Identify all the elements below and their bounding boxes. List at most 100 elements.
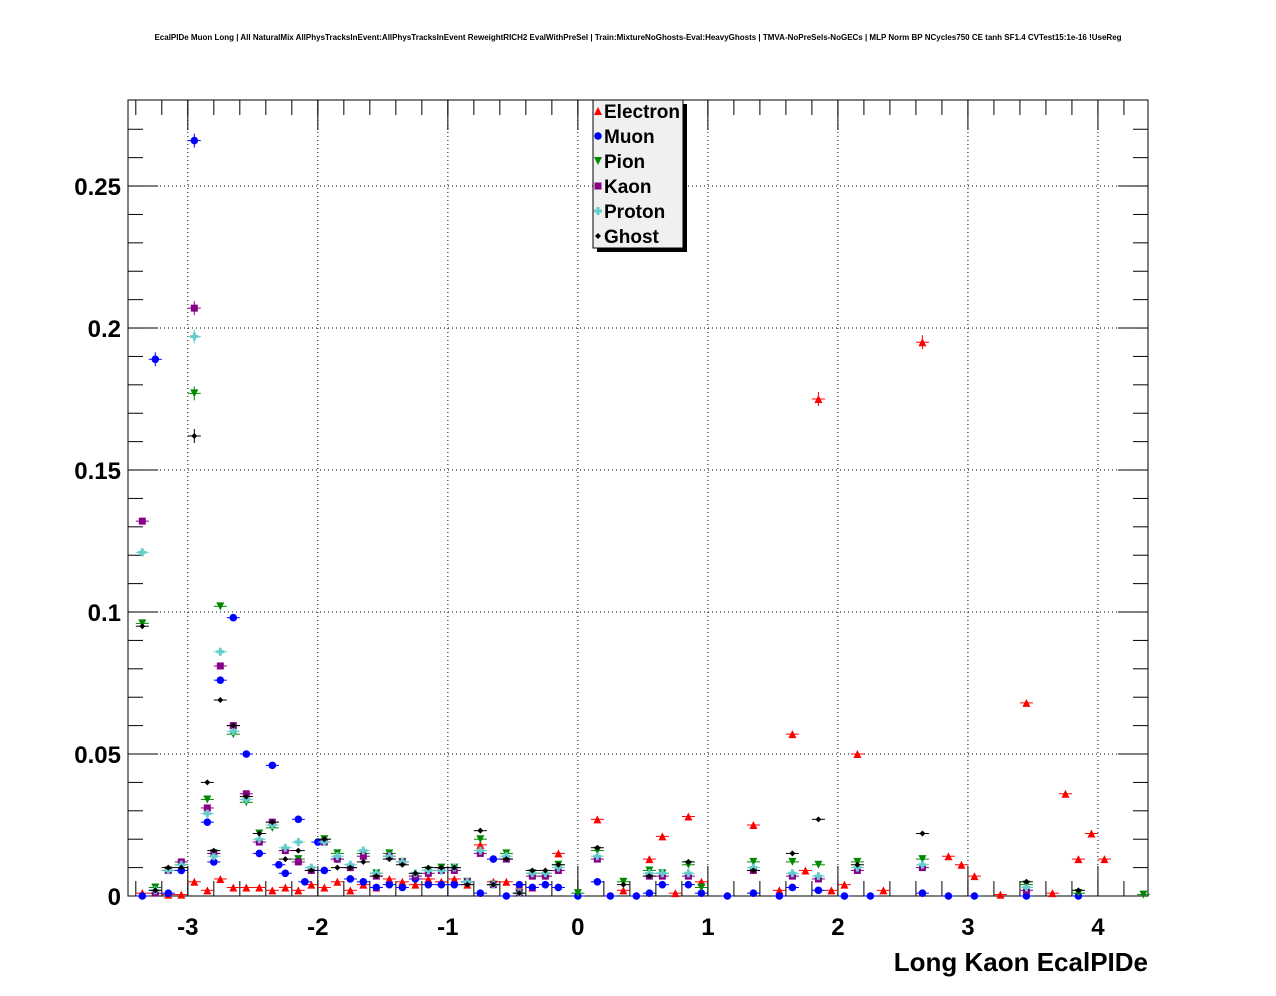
data-point-muon — [385, 880, 394, 889]
data-point-electron — [957, 860, 966, 869]
series-kaon — [135, 301, 1033, 897]
data-point-electron — [944, 852, 953, 861]
data-point-muon — [840, 892, 849, 900]
legend-label-proton: Proton — [604, 202, 665, 223]
data-point-muon — [275, 860, 283, 869]
data-point-electron — [879, 886, 888, 895]
data-point-ghost — [1075, 887, 1082, 894]
legend-marker-muon — [594, 132, 602, 140]
data-point-muon — [268, 761, 277, 770]
data-point-electron — [1100, 855, 1109, 864]
data-point-muon — [372, 883, 381, 892]
data-point-kaon — [294, 858, 302, 866]
data-point-electron — [307, 880, 316, 889]
data-point-muon — [476, 889, 485, 897]
y-tick-label: 0.15 — [74, 458, 121, 485]
data-point-muon — [242, 750, 251, 758]
data-point-ghost — [464, 881, 471, 888]
data-point-electron — [177, 890, 186, 899]
data-point-muon — [314, 838, 322, 846]
y-tick-label: 0.1 — [88, 600, 121, 627]
y-tick-label: 0.05 — [74, 742, 121, 769]
data-point-muon — [970, 892, 979, 900]
y-tick-label: 0.25 — [74, 174, 121, 201]
chart-title: EcalPIDe Muon Long | All NaturalMix AllP… — [154, 33, 1122, 42]
data-point-ghost — [425, 864, 432, 871]
data-point-proton — [209, 852, 218, 861]
data-point-electron — [229, 883, 238, 892]
data-point-ghost — [594, 844, 601, 851]
data-point-ghost — [295, 847, 302, 854]
data-point-proton — [294, 838, 303, 847]
data-point-muon — [658, 880, 667, 889]
legend-marker-ghost — [595, 233, 601, 239]
data-point-electron — [749, 821, 758, 830]
data-point-ghost — [230, 722, 237, 729]
data-point-ghost — [373, 873, 380, 880]
data-point-electron — [1087, 829, 1096, 838]
data-point-electron — [658, 832, 667, 841]
data-point-muon — [190, 136, 199, 145]
data-point-proton — [229, 727, 238, 736]
data-point-electron — [385, 874, 394, 883]
data-point-proton — [1022, 883, 1031, 892]
data-point-electron — [827, 886, 836, 895]
data-point-ghost — [204, 779, 211, 786]
data-point-electron — [242, 883, 251, 892]
data-point-ghost — [243, 793, 250, 800]
data-point-muon — [489, 855, 498, 863]
data-point-pion — [749, 857, 758, 866]
data-point-muon — [359, 878, 368, 886]
data-point-muon — [281, 869, 290, 878]
data-point-muon — [301, 878, 309, 886]
data-point-electron — [671, 889, 680, 898]
legend-label-electron: Electron — [604, 102, 680, 123]
series-muon — [135, 133, 1085, 900]
data-point-muon — [216, 676, 225, 684]
data-point-pion — [573, 889, 582, 898]
data-point-ghost — [451, 864, 458, 871]
data-point-proton — [658, 869, 667, 878]
data-point-electron — [281, 883, 290, 892]
data-point-electron — [203, 886, 212, 895]
series-pion — [135, 386, 1150, 899]
data-point-electron — [216, 874, 225, 883]
data-point-electron — [424, 874, 433, 883]
data-point-electron — [450, 874, 459, 883]
data-point-muon — [528, 883, 537, 892]
data-point-pion — [476, 835, 485, 844]
x-tick-label: -2 — [307, 914, 328, 941]
data-point-proton — [359, 846, 368, 855]
data-point-electron — [970, 872, 979, 881]
data-point-kaon — [138, 517, 146, 525]
data-point-muon — [320, 866, 329, 875]
data-point-muon — [814, 886, 823, 895]
data-point-muon — [294, 815, 303, 824]
axis-ticks: -3 -2 -1 0 1 2 3 4 0 0.05 0.1 0.15 0.2 0.25 — [74, 100, 1148, 941]
data-point-muon — [866, 892, 875, 900]
data-point-kaon — [359, 852, 367, 860]
data-point-muon — [229, 613, 238, 622]
legend-marker-kaon — [594, 182, 602, 190]
grid — [128, 100, 1148, 896]
data-point-electron — [645, 855, 654, 864]
data-point-ghost — [646, 873, 653, 880]
data-point-ghost — [152, 887, 159, 894]
data-point-electron — [788, 730, 797, 739]
data-point-ghost — [503, 856, 510, 863]
data-point-ghost — [399, 861, 406, 868]
data-point-ghost — [165, 864, 172, 871]
x-tick-label: 3 — [961, 914, 974, 941]
data-point-electron — [801, 866, 810, 875]
data-point-muon — [918, 889, 927, 897]
data-point-ghost — [269, 819, 276, 826]
data-point-muon — [151, 355, 160, 364]
data-point-ghost — [347, 864, 354, 871]
data-point-ghost — [750, 867, 757, 874]
data-point-pion — [697, 883, 706, 892]
data-point-ghost — [542, 867, 549, 874]
data-point-ghost — [386, 856, 393, 863]
legend-label-ghost: Ghost — [604, 227, 660, 248]
x-tick-label: -3 — [177, 914, 198, 941]
data-point-electron — [1061, 789, 1070, 798]
